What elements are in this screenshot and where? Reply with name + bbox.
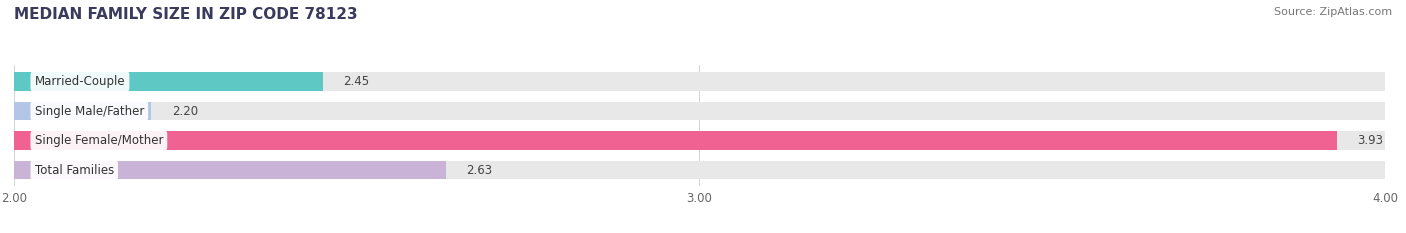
- Text: Married-Couple: Married-Couple: [35, 75, 125, 88]
- Text: MEDIAN FAMILY SIZE IN ZIP CODE 78123: MEDIAN FAMILY SIZE IN ZIP CODE 78123: [14, 7, 357, 22]
- Text: 3.93: 3.93: [1358, 134, 1384, 147]
- Text: 2.20: 2.20: [172, 105, 198, 117]
- Bar: [14, 131, 1337, 150]
- Bar: [14, 161, 446, 179]
- Bar: [14, 102, 1385, 120]
- Bar: [14, 72, 322, 91]
- Bar: [14, 131, 1385, 150]
- Text: Source: ZipAtlas.com: Source: ZipAtlas.com: [1274, 7, 1392, 17]
- Text: Single Male/Father: Single Male/Father: [35, 105, 143, 117]
- Text: 2.45: 2.45: [343, 75, 370, 88]
- Text: Total Families: Total Families: [35, 164, 114, 177]
- Text: 2.63: 2.63: [467, 164, 492, 177]
- Text: Single Female/Mother: Single Female/Mother: [35, 134, 163, 147]
- Bar: [14, 72, 1385, 91]
- Bar: [14, 102, 152, 120]
- Bar: [14, 161, 1385, 179]
